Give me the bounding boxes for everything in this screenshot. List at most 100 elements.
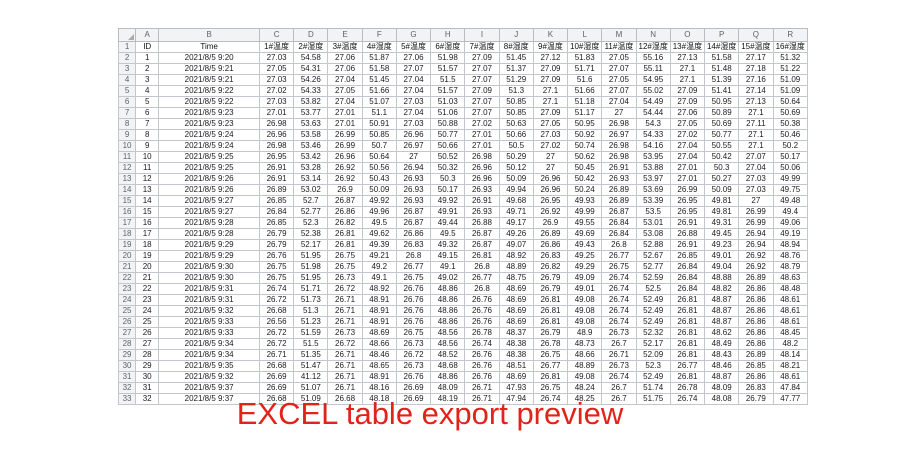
cell[interactable]: 26.84 xyxy=(669,283,706,295)
column-letter-D[interactable]: D xyxy=(293,28,329,42)
cell[interactable]: 26.71 xyxy=(327,294,363,306)
cell[interactable]: 25 xyxy=(135,316,160,328)
cell[interactable]: 27.03 xyxy=(258,74,295,86)
cell[interactable]: 2021/8/5 9:25 xyxy=(158,162,260,174)
cell[interactable]: 26.81 xyxy=(669,327,706,339)
cell[interactable]: 30 xyxy=(135,371,160,383)
cell[interactable]: 12 xyxy=(135,173,160,185)
cell[interactable]: 49.5 xyxy=(361,217,397,229)
cell[interactable]: 26.86 xyxy=(738,305,774,317)
cell[interactable]: 26.81 xyxy=(669,294,706,306)
column-letter-E[interactable]: E xyxy=(327,28,363,42)
cell[interactable]: 50.66 xyxy=(498,129,534,141)
cell[interactable]: 26.9 xyxy=(327,184,363,196)
cell[interactable]: 26.75 xyxy=(327,250,363,262)
cell[interactable]: 50.56 xyxy=(361,162,397,174)
cell[interactable]: 49.75 xyxy=(772,184,808,196)
cell[interactable]: 26.86 xyxy=(738,371,774,383)
cell[interactable]: 26.83 xyxy=(395,239,432,251)
cell[interactable]: 50.74 xyxy=(567,140,603,152)
cell[interactable]: 48.2 xyxy=(772,338,808,350)
cell[interactable]: 27.03 xyxy=(395,96,432,108)
cell[interactable]: 26.82 xyxy=(532,261,569,273)
cell[interactable]: 26.74 xyxy=(669,393,706,405)
cell[interactable]: 49.01 xyxy=(567,283,603,295)
cell[interactable]: 51.66 xyxy=(361,85,397,97)
cell[interactable]: 26.96 xyxy=(464,173,500,185)
cell[interactable]: 2021/8/5 9:26 xyxy=(158,173,260,185)
cell[interactable]: 49.26 xyxy=(498,228,534,240)
cell[interactable]: 48.69 xyxy=(498,294,534,306)
cell[interactable]: 55.16 xyxy=(635,52,671,64)
cell[interactable]: 27.13 xyxy=(669,52,706,64)
cell[interactable]: 51.98 xyxy=(293,261,329,273)
cell[interactable]: 50.77 xyxy=(430,129,466,141)
cell[interactable]: 26.98 xyxy=(258,118,295,130)
cell[interactable]: 27.07 xyxy=(738,151,774,163)
cell[interactable]: 26.84 xyxy=(601,228,637,240)
cell[interactable]: 27.09 xyxy=(464,52,500,64)
cell[interactable]: 49.4 xyxy=(772,206,808,218)
cell[interactable]: 26.92 xyxy=(532,206,569,218)
cell[interactable]: 27 xyxy=(738,195,774,207)
header-cell[interactable]: 3#温度 xyxy=(327,41,363,53)
cell[interactable]: 52.49 xyxy=(635,371,671,383)
cell[interactable]: 50.27 xyxy=(704,173,740,185)
cell[interactable]: 26.98 xyxy=(258,140,295,152)
cell[interactable]: 26.91 xyxy=(669,217,706,229)
cell[interactable]: 26.74 xyxy=(601,272,637,284)
cell[interactable]: 50.32 xyxy=(430,162,466,174)
cell[interactable]: 26.85 xyxy=(738,360,774,372)
cell[interactable]: 50.17 xyxy=(772,151,808,163)
cell[interactable]: 2021/8/5 9:29 xyxy=(158,239,260,251)
header-cell[interactable]: 5#温度 xyxy=(395,41,432,53)
cell[interactable]: 26.73 xyxy=(327,272,363,284)
cell[interactable]: 52.49 xyxy=(635,294,671,306)
cell[interactable]: 48.86 xyxy=(430,316,466,328)
cell[interactable]: 27.04 xyxy=(669,140,706,152)
cell[interactable]: 26.71 xyxy=(327,305,363,317)
cell[interactable]: 51.66 xyxy=(567,85,603,97)
cell[interactable]: 27 xyxy=(395,151,432,163)
cell[interactable]: 48.66 xyxy=(361,338,397,350)
row-number[interactable]: 21 xyxy=(117,261,137,273)
cell[interactable]: 27.02 xyxy=(532,140,569,152)
cell[interactable]: 51.6 xyxy=(567,74,603,86)
cell[interactable]: 26.95 xyxy=(258,151,295,163)
cell[interactable]: 48.37 xyxy=(498,327,534,339)
cell[interactable]: 54.26 xyxy=(293,74,329,86)
cell[interactable]: 27.13 xyxy=(738,96,774,108)
cell[interactable]: 1 xyxy=(135,52,160,64)
row-number[interactable]: 27 xyxy=(117,327,137,339)
cell[interactable]: 26.75 xyxy=(395,272,432,284)
cell[interactable]: 50.55 xyxy=(704,140,740,152)
cell[interactable]: 48.69 xyxy=(498,305,534,317)
cell[interactable]: 26.81 xyxy=(532,305,569,317)
cell[interactable]: 2021/8/5 9:29 xyxy=(158,250,260,262)
cell[interactable]: 48.09 xyxy=(430,382,466,394)
cell[interactable]: 26.93 xyxy=(464,184,500,196)
column-letter-L[interactable]: L xyxy=(567,28,603,42)
cell[interactable]: 22 xyxy=(135,283,160,295)
cell[interactable]: 26.81 xyxy=(669,349,706,361)
cell[interactable]: 2021/8/5 9:33 xyxy=(158,316,260,328)
cell[interactable]: 19 xyxy=(135,250,160,262)
cell[interactable]: 50.92 xyxy=(567,129,603,141)
row-number[interactable]: 4 xyxy=(117,74,137,86)
cell[interactable]: 27.03 xyxy=(258,52,295,64)
cell[interactable]: 51.83 xyxy=(567,52,603,64)
cell[interactable]: 26.75 xyxy=(258,272,295,284)
cell[interactable]: 51.07 xyxy=(361,96,397,108)
cell[interactable]: 50.64 xyxy=(361,151,397,163)
cell[interactable]: 26.76 xyxy=(395,283,432,295)
cell[interactable]: 27.05 xyxy=(327,85,363,97)
cell[interactable]: 49.39 xyxy=(361,239,397,251)
header-cell[interactable]: 2#湿度 xyxy=(293,41,329,53)
cell[interactable]: 27.01 xyxy=(327,107,363,119)
row-number[interactable]: 28 xyxy=(117,338,137,350)
cell[interactable]: 26.92 xyxy=(327,162,363,174)
cell[interactable]: 26.71 xyxy=(327,316,363,328)
cell[interactable]: 26.7 xyxy=(601,338,637,350)
cell[interactable]: 49.81 xyxy=(704,195,740,207)
cell[interactable]: 50.63 xyxy=(498,118,534,130)
